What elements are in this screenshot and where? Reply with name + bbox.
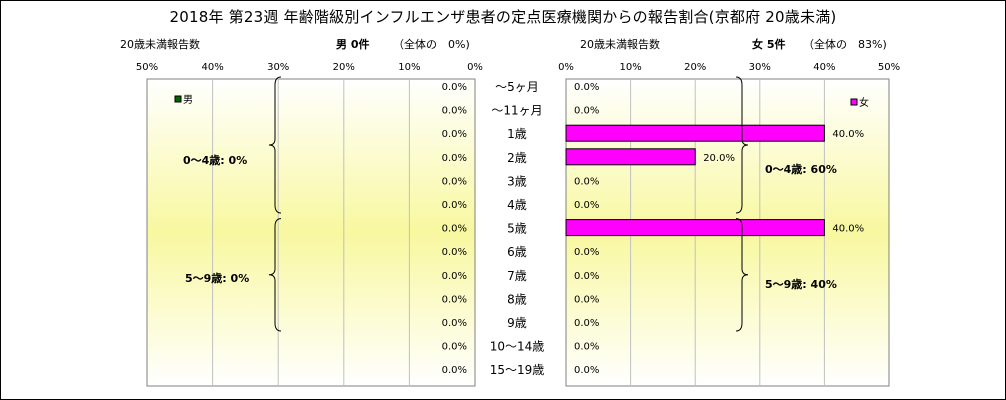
male-header-left: 20歳未満報告数: [120, 38, 200, 51]
male-value-label: 0.0%: [442, 224, 467, 235]
female-value-label: 0.0%: [574, 365, 599, 376]
female-axis-tick: 50%: [878, 62, 900, 73]
age-group-brace: [268, 218, 282, 332]
female-value-label: 0.0%: [574, 342, 599, 353]
male-value-label: 0.0%: [442, 200, 467, 211]
male-value-label: 0.0%: [442, 106, 467, 117]
age-category-label: 8歳: [507, 292, 527, 306]
age-category-label: 3歳: [507, 174, 527, 188]
female-axis-tick: 30%: [749, 62, 771, 73]
male-value-label: 0.0%: [442, 153, 467, 164]
male-legend-swatch: [174, 95, 182, 103]
female-group-label: 5～9歳: 40%: [765, 277, 837, 291]
female-value-label: 0.0%: [574, 271, 599, 282]
female-value-label: 0.0%: [574, 247, 599, 258]
age-category-label: 1歳: [507, 127, 527, 141]
male-header-count: 男 0件: [336, 38, 370, 51]
age-category-label: 4歳: [507, 198, 527, 212]
male-axis-tick: 50%: [136, 62, 158, 73]
female-bar: [565, 148, 696, 166]
female-value-label: 0.0%: [574, 294, 599, 305]
male-group-label: 5～9歳: 0%: [185, 271, 249, 285]
age-category-label: 15～19歳: [490, 363, 545, 377]
female-header-share: （全体の 83%): [803, 38, 887, 51]
female-value-label: 40.0%: [832, 224, 864, 235]
male-group-label: 0～4歳: 0%: [183, 153, 247, 167]
female-header-count: 女 5件: [752, 38, 786, 51]
male-axis-tick: 0%: [467, 62, 483, 73]
female-axis-tick: 10%: [619, 62, 641, 73]
age-category-label: ～5ヶ月: [495, 80, 539, 94]
male-value-label: 0.0%: [442, 294, 467, 305]
male-axis-tick: 10%: [398, 62, 420, 73]
male-legend-label: 男: [183, 94, 193, 106]
female-axis-tick: 20%: [684, 62, 706, 73]
female-value-label: 0.0%: [574, 200, 599, 211]
age-category-label: 5歳: [507, 222, 527, 236]
female-value-label: 0.0%: [574, 318, 599, 329]
age-category-label: ～11ヶ月: [491, 104, 542, 118]
age-group-brace: [268, 76, 282, 214]
female-axis-tick: 40%: [813, 62, 835, 73]
female-axis-tick: 0%: [558, 62, 574, 73]
female-value-label: 20.0%: [703, 153, 735, 164]
male-value-label: 0.0%: [442, 82, 467, 93]
male-value-label: 0.0%: [442, 129, 467, 140]
chart-title: 2018年 第23週 年齢階級別インフルエンザ患者の定点医療機関からの報告割合(…: [169, 8, 837, 26]
male-value-label: 0.0%: [442, 271, 467, 282]
female-header-left: 20歳未満報告数: [580, 38, 660, 51]
male-axis-tick: 20%: [333, 62, 355, 73]
male-plot-area: [146, 78, 476, 387]
age-group-brace: [735, 76, 749, 214]
female-group-label: 0～4歳: 60%: [765, 162, 837, 176]
age-group-brace: [735, 218, 749, 332]
female-bar: [565, 124, 825, 142]
male-value-label: 0.0%: [442, 342, 467, 353]
female-legend-swatch: [850, 98, 858, 106]
male-value-label: 0.0%: [442, 176, 467, 187]
female-value-label: 0.0%: [574, 176, 599, 187]
male-axis-tick: 40%: [201, 62, 223, 73]
male-axis-tick: 30%: [267, 62, 289, 73]
female-bar: [565, 219, 825, 237]
age-category-label: 2歳: [507, 151, 527, 165]
female-legend-label: 女: [859, 96, 869, 109]
age-category-label: 10～14歳: [490, 340, 545, 354]
male-value-label: 0.0%: [442, 318, 467, 329]
age-category-label: 7歳: [507, 269, 527, 283]
female-value-label: 40.0%: [832, 129, 864, 140]
male-value-label: 0.0%: [442, 365, 467, 376]
age-category-label: 9歳: [507, 316, 527, 330]
male-value-label: 0.0%: [442, 247, 467, 258]
age-category-label: 6歳: [507, 245, 527, 259]
male-header-share: （全体の 0%): [393, 38, 470, 51]
female-value-label: 0.0%: [574, 106, 599, 117]
female-value-label: 0.0%: [574, 82, 599, 93]
